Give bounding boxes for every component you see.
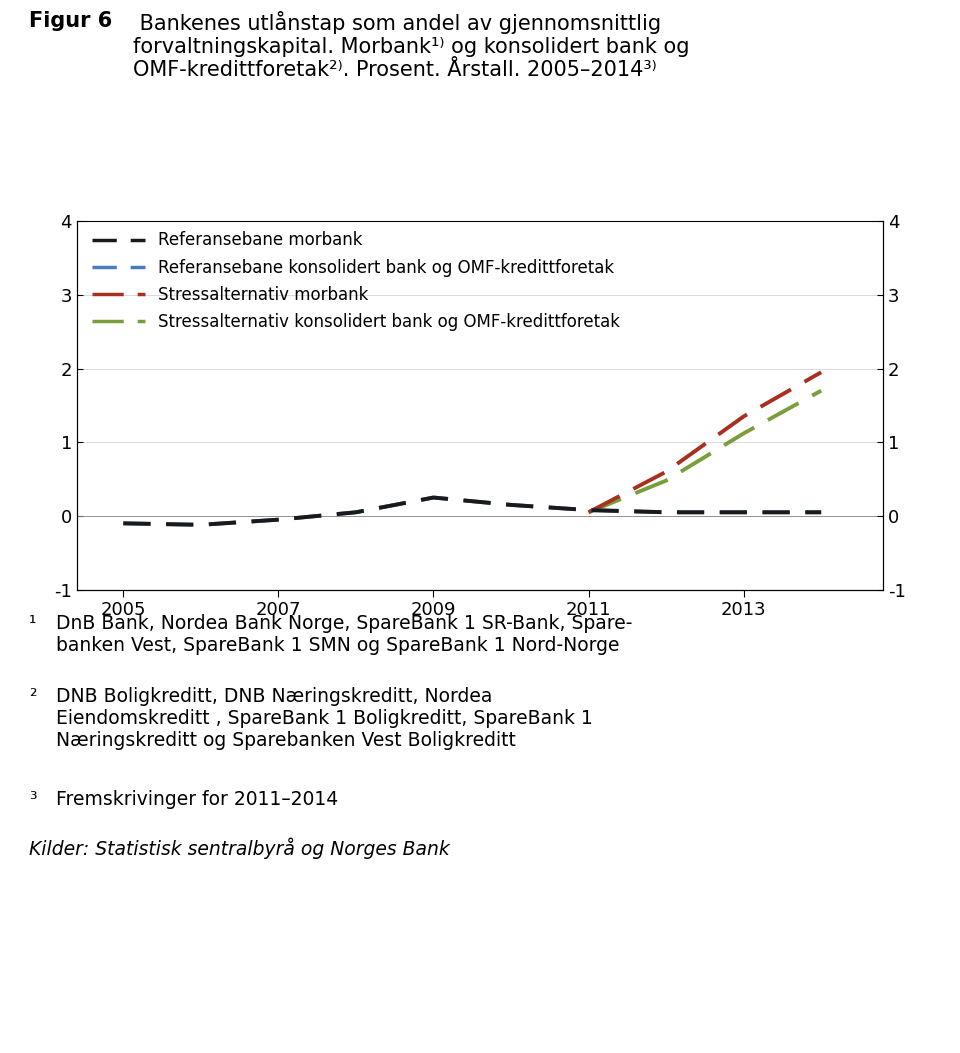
Text: ³: ³ (29, 791, 36, 810)
Text: DnB Bank, Nordea Bank Norge, SpareBank 1 SR-Bank, Spare-
banken Vest, SpareBank : DnB Bank, Nordea Bank Norge, SpareBank 1… (56, 614, 633, 655)
Text: Bankenes utlånstap som andel av gjennomsnittlig
forvaltningskapital. Morbank¹⁾ o: Bankenes utlånstap som andel av gjennoms… (132, 11, 689, 80)
Text: ¹: ¹ (29, 614, 36, 633)
Text: Kilder: Statistisk sentralbyrå og Norges Bank: Kilder: Statistisk sentralbyrå og Norges… (29, 837, 449, 858)
Text: DNB Boligkreditt, DNB Næringskreditt, Nordea
Eiendomskreditt , SpareBank 1 Bolig: DNB Boligkreditt, DNB Næringskreditt, No… (56, 687, 592, 750)
Text: Figur 6: Figur 6 (29, 11, 112, 31)
Text: Fremskrivinger for 2011–2014: Fremskrivinger for 2011–2014 (56, 791, 338, 810)
Text: ²: ² (29, 687, 36, 706)
Legend: Referansebane morbank, Referansebane konsolidert bank og OMF-kredittforetak, Str: Referansebane morbank, Referansebane kon… (84, 225, 627, 338)
